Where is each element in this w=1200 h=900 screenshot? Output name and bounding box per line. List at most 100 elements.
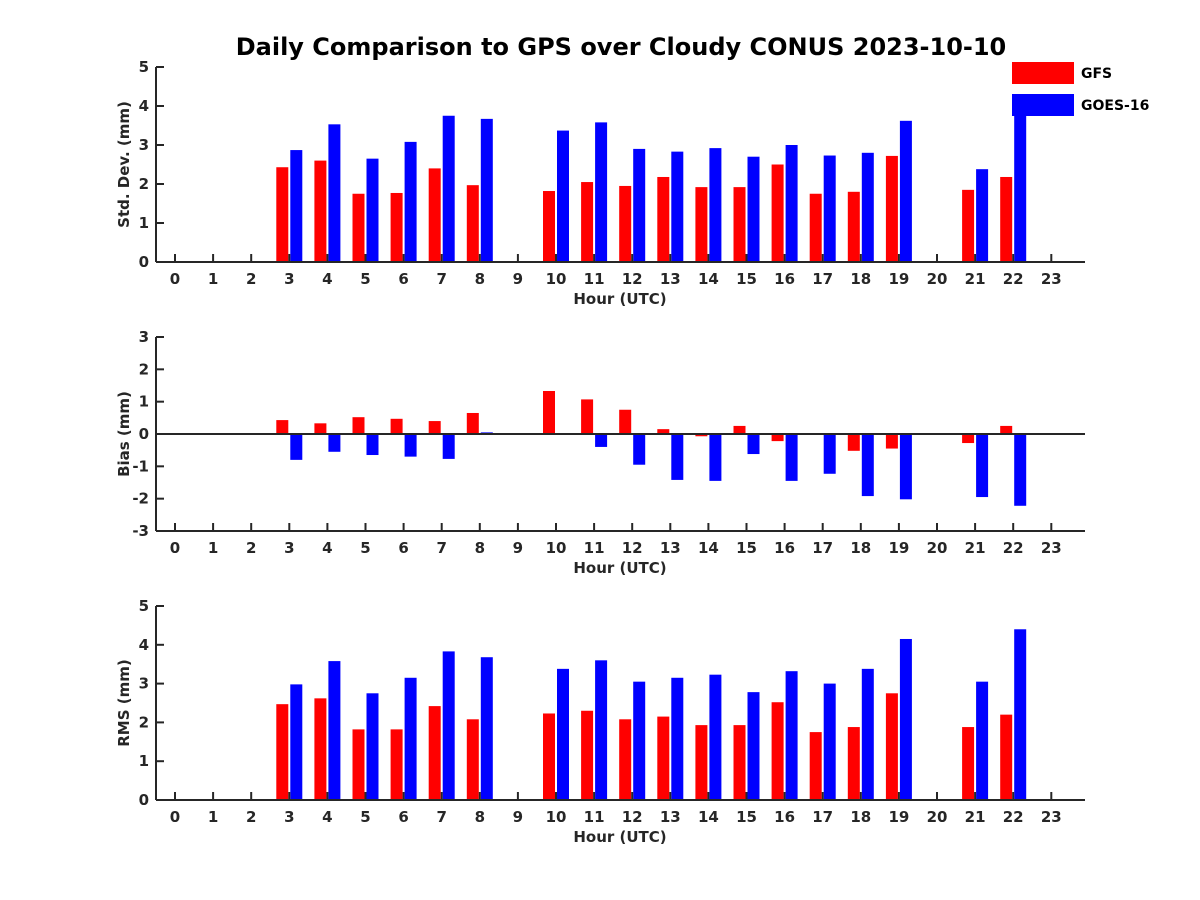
bar-gfs-hour-16 — [771, 164, 784, 262]
x-tick-label: 14 — [698, 539, 719, 557]
x-tick-label: 21 — [965, 539, 986, 557]
bar-gfs-hour-18 — [847, 727, 860, 800]
x-tick-label: 20 — [927, 539, 948, 557]
bar-goes16-hour-19 — [899, 638, 912, 800]
y-tick-label: 3 — [139, 675, 149, 693]
bar-goes16-hour-21 — [976, 169, 989, 262]
x-tick-label: 16 — [774, 808, 795, 826]
bar-goes16-hour-7 — [442, 651, 455, 800]
bar-goes16-hour-13 — [671, 677, 684, 800]
x-tick-label: 13 — [660, 539, 681, 557]
legend-swatch-goes16 — [1012, 94, 1074, 116]
bar-gfs-hour-13 — [657, 716, 670, 800]
bar-gfs-hour-15 — [733, 187, 746, 262]
x-tick-label: 22 — [1003, 270, 1024, 288]
bar-goes16-hour-14 — [709, 674, 722, 800]
bar-gfs-hour-8 — [466, 412, 479, 434]
bar-goes16-hour-22 — [1014, 629, 1027, 800]
legend-swatch-gfs — [1012, 62, 1074, 84]
bar-gfs-hour-11 — [581, 710, 594, 800]
bar-goes16-hour-17 — [823, 434, 836, 474]
x-tick-label: 4 — [322, 539, 332, 557]
x-tick-label: 5 — [360, 808, 370, 826]
x-tick-label: 7 — [436, 270, 446, 288]
bar-goes16-hour-17 — [823, 683, 836, 800]
bar-goes16-hour-16 — [785, 145, 798, 262]
y-tick-label: 5 — [139, 58, 149, 76]
bar-gfs-hour-4 — [314, 698, 327, 800]
x-tick-label: 8 — [475, 539, 485, 557]
bar-goes16-hour-4 — [328, 434, 341, 452]
legend-label-gfs: GFS — [1081, 66, 1112, 82]
x-tick-label: 10 — [546, 270, 567, 288]
bar-goes16-hour-19 — [899, 120, 912, 262]
bar-gfs-hour-21 — [962, 434, 975, 444]
bar-goes16-hour-5 — [366, 693, 379, 800]
bar-gfs-hour-22 — [1000, 714, 1013, 800]
x-tick-label: 23 — [1041, 539, 1062, 557]
bar-gfs-hour-8 — [466, 719, 479, 800]
bar-gfs-hour-7 — [428, 168, 441, 262]
bar-goes16-hour-16 — [785, 671, 798, 800]
bar-gfs-hour-10 — [543, 191, 555, 262]
y-tick-label: 1 — [139, 393, 149, 411]
x-tick-label: 2 — [246, 270, 256, 288]
bar-goes16-hour-6 — [404, 677, 417, 800]
y-tick-label: -1 — [132, 457, 149, 475]
bar-gfs-hour-16 — [771, 434, 784, 442]
x-axis-label: Hour (UTC) — [573, 828, 666, 846]
x-tick-label: 13 — [660, 270, 681, 288]
bar-gfs-hour-5 — [352, 729, 365, 800]
bar-goes16-hour-15 — [747, 156, 760, 262]
x-tick-label: 13 — [660, 808, 681, 826]
x-tick-label: 18 — [850, 539, 871, 557]
bar-goes16-hour-12 — [633, 434, 646, 465]
x-tick-label: 2 — [246, 808, 256, 826]
x-tick-label: 3 — [284, 808, 294, 826]
bar-goes16-hour-19 — [899, 434, 912, 500]
x-tick-label: 19 — [888, 270, 909, 288]
x-tick-label: 17 — [812, 270, 833, 288]
bar-gfs-hour-10 — [543, 713, 555, 800]
bar-gfs-hour-13 — [657, 176, 670, 262]
y-tick-label: 5 — [139, 597, 149, 615]
x-tick-label: 7 — [436, 539, 446, 557]
y-tick-label: 4 — [139, 97, 149, 115]
bar-gfs-hour-18 — [847, 191, 860, 262]
bar-gfs-hour-15 — [733, 425, 746, 434]
bar-gfs-hour-4 — [314, 423, 327, 434]
bar-goes16-hour-22 — [1014, 113, 1027, 262]
x-tick-label: 21 — [965, 808, 986, 826]
bar-goes16-hour-15 — [747, 692, 760, 800]
bar-goes16-hour-21 — [976, 434, 989, 498]
y-axis-label: Bias (mm) — [115, 391, 133, 477]
bar-goes16-hour-11 — [595, 434, 608, 447]
x-tick-label: 4 — [322, 270, 332, 288]
bar-gfs-hour-6 — [390, 729, 403, 800]
x-tick-label: 11 — [584, 270, 605, 288]
bar-goes16-hour-18 — [861, 434, 874, 497]
y-tick-label: 0 — [139, 425, 149, 443]
bar-gfs-hour-7 — [428, 421, 441, 434]
bar-goes16-hour-6 — [404, 141, 417, 262]
y-tick-label: -3 — [132, 522, 149, 540]
x-tick-label: 8 — [475, 808, 485, 826]
bar-gfs-hour-19 — [885, 693, 898, 800]
x-tick-label: 6 — [398, 539, 408, 557]
bar-gfs-hour-14 — [695, 434, 708, 437]
y-tick-label: 0 — [139, 253, 149, 271]
x-tick-label: 12 — [622, 808, 643, 826]
x-tick-label: 22 — [1003, 808, 1024, 826]
y-tick-label: 0 — [139, 791, 149, 809]
bar-goes16-hour-21 — [976, 681, 989, 800]
y-tick-label: 2 — [139, 713, 149, 731]
x-tick-label: 23 — [1041, 270, 1062, 288]
bar-goes16-hour-10 — [557, 668, 569, 800]
x-tick-label: 11 — [584, 808, 605, 826]
x-tick-label: 12 — [622, 539, 643, 557]
x-tick-label: 3 — [284, 539, 294, 557]
bar-goes16-hour-17 — [823, 155, 836, 262]
legend: GFS GOES-16 — [1012, 62, 1149, 116]
